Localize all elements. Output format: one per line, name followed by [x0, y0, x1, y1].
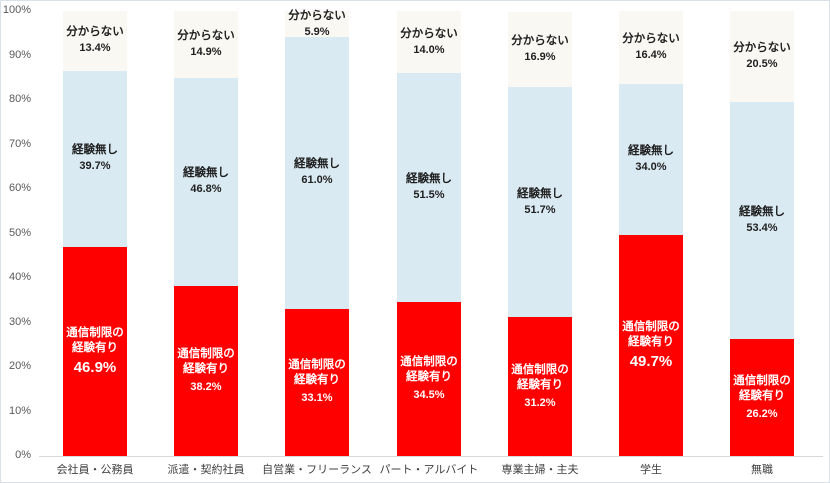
segment-value: 46.9% [73, 359, 117, 377]
bar-segment-dont-know: 分からない 20.5% [730, 10, 794, 102]
bar-segment-no-experience: 経験無し 51.5% [397, 73, 461, 303]
bar-segment-dont-know: 分からない 13.4% [63, 11, 127, 71]
bar-segment-experienced: 通信制限の経験有り 49.7% [619, 234, 683, 456]
segment-label: 経験無し [72, 144, 118, 157]
segment-label: 通信制限の経験有り [400, 356, 458, 384]
x-axis-category-label: パート・アルバイト [379, 464, 479, 476]
segment-value: 33.1% [301, 392, 333, 405]
segment-value: 16.9% [524, 50, 556, 63]
y-axis-tick-label: 20% [8, 360, 31, 372]
segment-value: 5.9% [304, 25, 330, 38]
x-axis-category-label: 無職 [751, 464, 773, 476]
x-axis-category-label: 学生 [640, 464, 662, 476]
bar-segment-experienced: 通信制限の経験有り 26.2% [730, 339, 794, 456]
segment-label: 分からない [288, 9, 346, 22]
x-axis-category-label: 会社員・公務員 [56, 464, 134, 476]
segment-label: 通信制限の経験有り [66, 327, 124, 355]
bar-segment-dont-know: 分からない 14.9% [174, 11, 238, 78]
segment-label: 分からない [733, 41, 791, 54]
segment-value: 49.7% [629, 352, 673, 370]
segment-label: 経験無し [739, 206, 785, 219]
segment-value: 34.0% [635, 160, 667, 173]
segment-label: 経験無し [517, 187, 563, 200]
y-axis-tick-label: 70% [8, 137, 31, 150]
bar-segment-dont-know: 分からない 16.9% [508, 11, 572, 88]
segment-value: 31.2% [524, 396, 556, 409]
segment-value: 20.5% [746, 57, 778, 70]
bar-segment-experienced: 通信制限の経験有り 34.5% [397, 302, 461, 456]
bar-segment-no-experience: 経験無し 61.0% [285, 37, 349, 309]
segment-label: 分からない [400, 27, 458, 40]
segment-value: 34.5% [413, 389, 445, 402]
segment-value: 39.7% [79, 160, 111, 173]
bar-segment-experienced: 通信制限の経験有り 46.9% [63, 247, 127, 456]
bar-segment-no-experience: 経験無し 34.0% [619, 83, 683, 235]
segment-label: 分からない [66, 26, 124, 39]
y-axis-tick-label: 30% [8, 315, 31, 328]
bar-segment-dont-know: 分からない 5.9% [285, 9, 349, 38]
segment-label: 通信制限の経験有り [177, 347, 235, 375]
segment-label: 分からない [511, 34, 569, 47]
y-axis-tick-label: 100% [2, 4, 31, 16]
segment-label: 経験無し [406, 173, 452, 186]
bar-segment-no-experience: 経験無し 53.4% [730, 101, 794, 340]
y-axis-tick-label: 50% [8, 226, 31, 239]
bar-segment-no-experience: 経験無し 39.7% [63, 70, 127, 248]
segment-label: 通信制限の経験有り [622, 320, 680, 348]
y-axis-tick-label: 10% [8, 404, 31, 417]
y-axis-tick-label: 0% [15, 449, 31, 461]
segment-value: 51.5% [413, 189, 445, 202]
segment-value: 46.8% [190, 183, 222, 196]
segment-label: 経験無し [294, 158, 340, 171]
y-axis-tick-label: 90% [8, 48, 31, 61]
segment-value: 14.0% [413, 43, 445, 56]
x-axis-category-label: 専業主婦・主夫 [501, 464, 579, 476]
segment-value: 14.9% [190, 46, 222, 59]
x-axis-line [39, 456, 823, 457]
segment-value: 13.4% [79, 42, 111, 55]
segment-value: 61.0% [301, 174, 333, 187]
segment-value: 51.7% [524, 203, 556, 216]
segment-value: 16.4% [635, 48, 667, 61]
bar-segment-experienced: 通信制限の経験有り 31.2% [508, 317, 572, 456]
y-axis-tick-label: 40% [8, 271, 31, 283]
bar-segment-no-experience: 経験無し 46.8% [174, 77, 238, 286]
segment-value: 38.2% [190, 380, 222, 393]
y-axis-tick-label: 80% [8, 93, 31, 105]
segment-label: 経験無し [628, 144, 674, 157]
bar-segment-dont-know: 分からない 14.0% [397, 11, 461, 74]
bar-segment-experienced: 通信制限の経験有り 38.2% [174, 286, 238, 456]
segment-label: 通信制限の経験有り [288, 359, 346, 387]
bar-segment-no-experience: 経験無し 51.7% [508, 87, 572, 318]
x-axis-category-label: 派遣・契約社員 [167, 464, 245, 476]
segment-label: 通信制限の経験有り [511, 363, 569, 391]
segment-value: 53.4% [746, 222, 778, 235]
segment-label: 経験無し [183, 167, 229, 180]
y-axis-tick-label: 60% [8, 182, 31, 194]
segment-label: 分からない [177, 30, 235, 43]
bar-segment-experienced: 通信制限の経験有り 33.1% [285, 308, 349, 456]
segment-value: 26.2% [746, 407, 778, 420]
x-axis-category-label: 自営業・フリーランス [262, 464, 372, 476]
bar-segment-dont-know: 分からない 16.4% [619, 10, 683, 84]
segment-label: 分からない [622, 32, 680, 45]
segment-label: 通信制限の経験有り [733, 374, 791, 402]
